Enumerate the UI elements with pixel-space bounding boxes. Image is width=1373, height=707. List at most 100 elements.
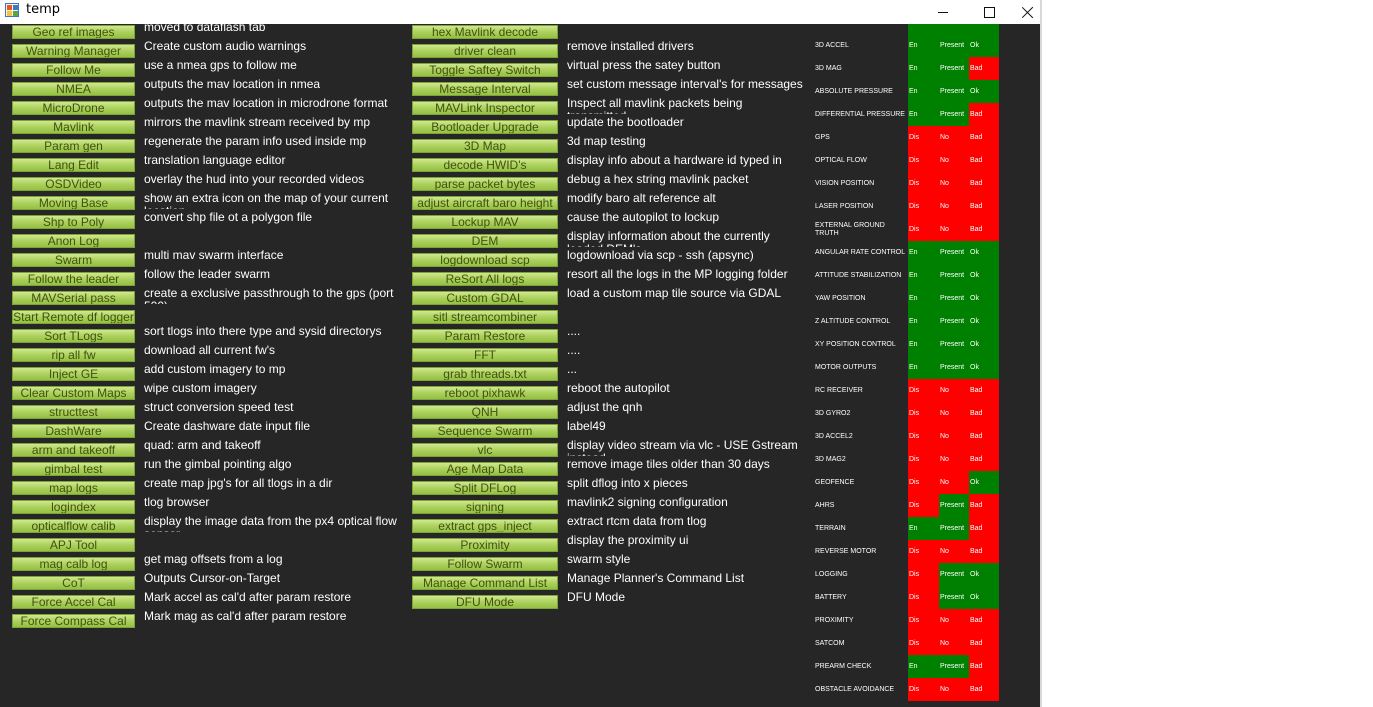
lockup-mav-button[interactable]: Lockup MAV bbox=[412, 215, 558, 229]
force-accel-cal-description: Mark accel as cal'd after param restore bbox=[144, 591, 352, 604]
dem-button[interactable]: DEM bbox=[412, 234, 558, 248]
decode-hwid-s-button[interactable]: decode HWID's bbox=[412, 158, 558, 172]
driver-clean-button[interactable]: driver clean bbox=[412, 44, 558, 58]
force-compass-cal-button[interactable]: Force Compass Cal bbox=[12, 614, 135, 628]
tool-row: Sequence Swarm label49 bbox=[0, 420, 810, 443]
sensor-name: Z ALTITUDE CONTROL bbox=[815, 317, 891, 325]
mavlink-button[interactable]: Mavlink bbox=[12, 120, 135, 134]
age-map-data-button[interactable]: Age Map Data bbox=[412, 462, 558, 476]
manage-command-list-description: Manage Planner's Command List bbox=[567, 572, 745, 585]
logindex-button[interactable]: logindex bbox=[12, 500, 135, 514]
geo-ref-images-button[interactable]: Geo ref images bbox=[12, 25, 135, 39]
structtest-description: struct conversion speed test bbox=[144, 401, 294, 414]
shp-to-poly-button[interactable]: Shp to Poly bbox=[12, 215, 135, 229]
map-logs-button[interactable]: map logs bbox=[12, 481, 135, 495]
tool-row: driver clean remove installed drivers bbox=[0, 40, 810, 63]
hex-mavlink-decode-button[interactable]: hex Mavlink decode bbox=[412, 25, 558, 39]
sensor-row-laser-position: LASER POSITION Dis No Bad bbox=[0, 195, 1000, 218]
lang-edit-button[interactable]: Lang Edit bbox=[12, 158, 135, 172]
sensor-health-cell: Bad bbox=[969, 149, 999, 172]
bootloader-upgrade-button[interactable]: Bootloader Upgrade bbox=[412, 120, 558, 134]
resort-all-logs-button[interactable]: ReSort All logs bbox=[412, 272, 558, 286]
moving-base-button[interactable]: Moving Base bbox=[12, 196, 135, 210]
mavserial-pass-button[interactable]: MAVSerial pass bbox=[12, 291, 135, 305]
sensor-row-differential-pressure: DIFFERENTIAL PRESSURE En Present Bad bbox=[0, 103, 1000, 126]
toggle-saftey-switch-button[interactable]: Toggle Saftey Switch bbox=[412, 63, 558, 77]
osdvideo-description: overlay the hud into your recorded video… bbox=[144, 173, 365, 186]
apj-tool-button[interactable]: APJ Tool bbox=[12, 538, 135, 552]
custom-gdal-button[interactable]: Custom GDAL bbox=[412, 291, 558, 305]
gimbal-test-button[interactable]: gimbal test bbox=[12, 462, 135, 476]
close-button[interactable] bbox=[1012, 0, 1042, 24]
sensor-name: EXTERNAL GROUND TRUTH bbox=[815, 221, 885, 237]
param-gen-button[interactable]: Param gen bbox=[12, 139, 135, 153]
sensor-health-cell: Ok bbox=[969, 356, 999, 379]
sitl-streamcombiner-button[interactable]: sitl streamcombiner bbox=[412, 310, 558, 324]
tool-row: hex Mavlink decode bbox=[0, 25, 810, 44]
3d-map-button[interactable]: 3D Map bbox=[412, 139, 558, 153]
anon-log-button[interactable]: Anon Log bbox=[12, 234, 135, 248]
sensor-row-3d-mag2: 3D MAG2 Dis No Bad bbox=[0, 448, 1000, 471]
extract-gps-inject-description: extract rtcm data from tlog bbox=[567, 515, 707, 528]
warning-manager-button[interactable]: Warning Manager bbox=[12, 44, 135, 58]
force-accel-cal-button[interactable]: Force Accel Cal bbox=[12, 595, 135, 609]
tool-row: MAVLink Inspector Inspect all mavlink pac… bbox=[0, 97, 810, 120]
proximity-button[interactable]: Proximity bbox=[412, 538, 558, 552]
cot-button[interactable]: CoT bbox=[12, 576, 135, 590]
dfu-mode-button[interactable]: DFU Mode bbox=[412, 595, 558, 609]
vlc-button[interactable]: vlc bbox=[412, 443, 558, 457]
sort-tlogs-button[interactable]: Sort TLogs bbox=[12, 329, 135, 343]
reboot-pixhawk-button[interactable]: reboot pixhawk bbox=[412, 386, 558, 400]
mavlink-inspector-button[interactable]: MAVLink Inspector bbox=[412, 101, 558, 115]
grab-threads-txt-button[interactable]: grab threads.txt bbox=[412, 367, 558, 381]
inject-ge-button[interactable]: Inject GE bbox=[12, 367, 135, 381]
maximize-button[interactable] bbox=[966, 0, 1012, 24]
sensor-health-cell: Bad bbox=[969, 218, 999, 241]
tool-row: reboot pixhawk reboot the autopilot bbox=[0, 382, 810, 405]
tool-row: CoT Outputs Cursor-on-Target bbox=[0, 572, 810, 595]
sensor-name: 3D GYRO bbox=[815, 24, 908, 34]
adjust-aircraft-baro-height-button[interactable]: adjust aircraft baro height bbox=[412, 196, 558, 210]
swarm-button[interactable]: Swarm bbox=[12, 253, 135, 267]
sequence-swarm-button[interactable]: Sequence Swarm bbox=[412, 424, 558, 438]
grab-threads-txt-description: ... bbox=[567, 363, 578, 376]
sensor-row-proximity: PROXIMITY Dis No Bad bbox=[0, 609, 1000, 632]
follow-the-leader-button[interactable]: Follow the leader bbox=[12, 272, 135, 286]
mag-calb-log-description: get mag offsets from a log bbox=[144, 553, 283, 566]
minimize-button[interactable] bbox=[920, 0, 966, 24]
driver-clean-description: remove installed drivers bbox=[567, 40, 694, 53]
logdownload-scp-button[interactable]: logdownload scp bbox=[412, 253, 558, 267]
rip-all-fw-description: download all current fw's bbox=[144, 344, 276, 357]
sensor-present-cell: Present bbox=[939, 655, 969, 678]
microdrone-button[interactable]: MicroDrone bbox=[12, 101, 135, 115]
tool-row: Follow Swarm swarm style bbox=[0, 553, 810, 576]
start-remote-df-logger-button[interactable]: Start Remote df logger bbox=[12, 310, 135, 324]
extract-gps-inject-button[interactable]: extract gps_inject bbox=[412, 519, 558, 533]
dashware-button[interactable]: DashWare bbox=[12, 424, 135, 438]
split-dflog-button[interactable]: Split DFLog bbox=[412, 481, 558, 495]
opticalflow-calib-button[interactable]: opticalflow calib bbox=[12, 519, 135, 533]
signing-button[interactable]: signing bbox=[412, 500, 558, 514]
manage-command-list-button[interactable]: Manage Command List bbox=[412, 576, 558, 590]
geo-ref-images-description: moved to dataflash tab bbox=[144, 24, 266, 34]
tool-row: Force Accel Cal Mark accel as cal'd after… bbox=[0, 591, 810, 614]
message-interval-button[interactable]: Message Interval bbox=[412, 82, 558, 96]
clear-custom-maps-button[interactable]: Clear Custom Maps bbox=[12, 386, 135, 400]
parse-packet-bytes-button[interactable]: parse packet bytes bbox=[412, 177, 558, 191]
sensor-row-external-ground-truth: EXTERNAL GROUND TRUTH Dis No Bad bbox=[0, 218, 1000, 241]
fft-button[interactable]: FFT bbox=[412, 348, 558, 362]
qnh-button[interactable]: QNH bbox=[412, 405, 558, 419]
structtest-button[interactable]: structtest bbox=[12, 405, 135, 419]
mag-calb-log-button[interactable]: mag calb log bbox=[12, 557, 135, 571]
close-icon bbox=[1021, 6, 1034, 19]
arm-and-takeoff-button[interactable]: arm and takeoff bbox=[12, 443, 135, 457]
tool-row: extract gps_inject extract rtcm data from… bbox=[0, 515, 810, 538]
param-restore-button[interactable]: Param Restore bbox=[412, 329, 558, 343]
follow-me-button[interactable]: Follow Me bbox=[12, 63, 135, 77]
osdvideo-button[interactable]: OSDVideo bbox=[12, 177, 135, 191]
sensor-enabled-cell: Dis bbox=[908, 149, 939, 172]
sensor-name: RC RECEIVER bbox=[815, 386, 863, 394]
follow-swarm-button[interactable]: Follow Swarm bbox=[412, 557, 558, 571]
nmea-button[interactable]: NMEA bbox=[12, 82, 135, 96]
rip-all-fw-button[interactable]: rip all fw bbox=[12, 348, 135, 362]
